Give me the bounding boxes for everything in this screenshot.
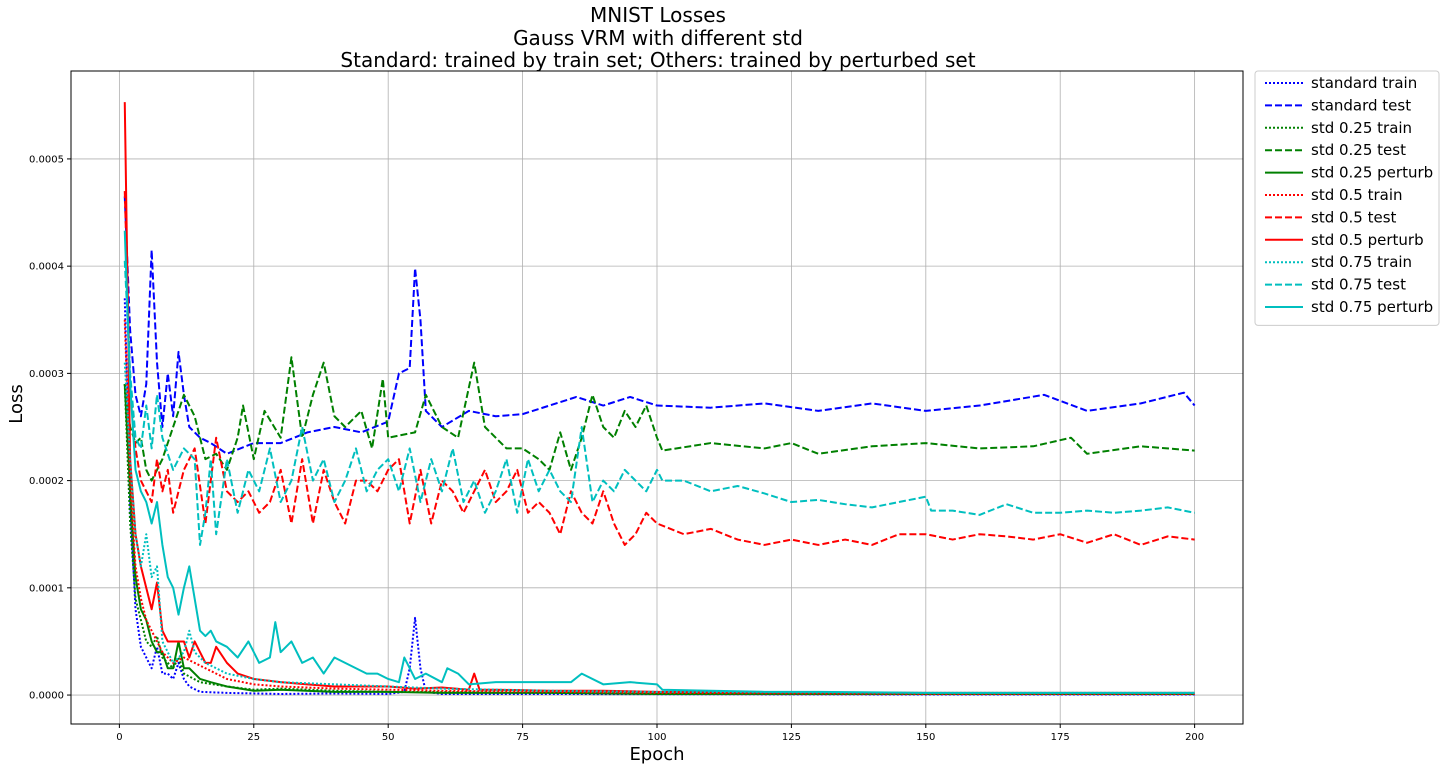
series-line-std-0-75-train [123,362,1195,694]
title-line-1: MNIST Losses [590,3,726,27]
x-tick-label: 150 [916,732,935,743]
legend-entry-label: standard test [1311,96,1411,114]
title-line-2: Gauss VRM with different std [513,26,803,50]
chart-title: MNIST Losses Gauss VRM with different st… [340,3,975,72]
y-tick-label: 0.0000 [29,691,64,702]
x-tick-label: 25 [247,732,260,743]
x-axis-label: Epoch [629,744,684,765]
x-tick-label: 50 [382,732,395,743]
series-line-std-0-5-train [123,319,1195,695]
legend-entry-label: standard train [1311,74,1417,92]
x-tick-label: 200 [1185,732,1204,743]
y-tick-label: 0.0004 [29,262,64,273]
x-tick-label: 75 [516,732,529,743]
legend-entry-label: std 0.75 test [1311,276,1406,294]
series-line-standard-test [123,196,1196,455]
grid [71,71,1243,724]
legend-entry-label: std 0.75 train [1311,253,1412,271]
y-tick-label: 0.0002 [29,476,64,487]
y-axis-label: Loss [6,384,27,423]
y-tick-label: 0.0005 [29,154,64,165]
y-axis-ticks: 0.0000 0.0001 0.0002 0.0003 0.0004 0.0005 [29,154,71,702]
series-line-std-0-5-perturb [123,102,1195,694]
legend-entry-label: std 0.25 test [1311,141,1406,159]
legend-entry-label: std 0.5 test [1311,208,1397,226]
x-axis-ticks: 0 25 50 75 100 125 150 175 200 [116,724,1204,743]
legend-entry-label: std 0.25 train [1311,119,1412,137]
series-line-std-0-5-test [123,191,1195,546]
y-tick-label: 0.0003 [29,369,64,380]
series-line-std-0-75-test [123,260,1195,546]
legend-entry-label: std 0.25 perturb [1311,164,1433,182]
series-line-std-0-25-test [123,356,1195,482]
legend: standard train standard test std 0.25 trai… [1254,70,1440,326]
x-tick-label: 0 [116,732,122,743]
x-tick-label: 125 [782,732,801,743]
x-tick-label: 175 [1051,732,1070,743]
legend-entry-label: std 0.5 perturb [1311,231,1424,249]
series-lines [123,102,1196,696]
legend-entry-label: std 0.5 train [1311,186,1403,204]
x-tick-label: 100 [647,732,666,743]
series-line-std-0-75-perturb [123,230,1195,694]
legend-entry-label: std 0.75 perturb [1311,298,1433,316]
y-tick-label: 0.0001 [29,583,64,594]
title-line-3: Standard: trained by train set; Others: … [340,48,975,72]
